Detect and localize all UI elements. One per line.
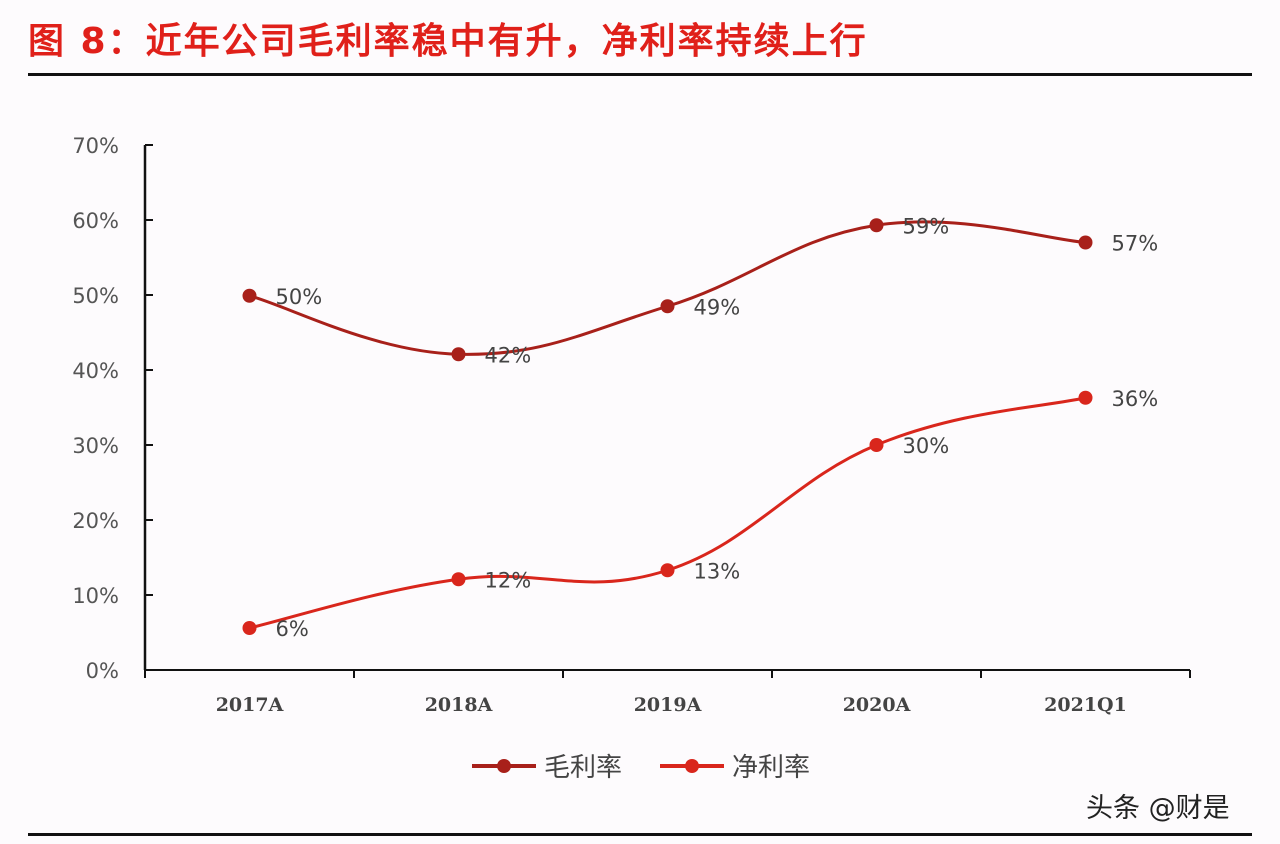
watermark: 头条 @财是 <box>1086 793 1230 824</box>
data-point <box>451 347 466 362</box>
data-point <box>242 621 257 635</box>
legend-marker <box>497 759 511 773</box>
data-label: 13% <box>694 559 741 583</box>
legend-label: 毛利率 <box>544 753 622 783</box>
x-tick-label: 2017A <box>216 694 284 716</box>
series-line-1 <box>249 396 1086 630</box>
legend-label: 净利率 <box>732 753 810 783</box>
data-label: 49% <box>694 295 741 319</box>
data-point <box>451 572 466 587</box>
y-tick-label: 70% <box>72 134 119 158</box>
y-tick-label: 10% <box>72 584 119 608</box>
data-point <box>660 563 675 578</box>
y-tick-label: 40% <box>72 359 119 383</box>
data-point <box>1078 390 1093 405</box>
data-point <box>242 288 257 303</box>
y-tick-label: 30% <box>72 434 119 458</box>
x-tick-label: 2020A <box>843 694 911 716</box>
data-point <box>660 299 675 314</box>
y-tick-label: 60% <box>72 209 119 233</box>
data-label: 42% <box>485 343 532 367</box>
bottom-rule <box>28 833 1252 836</box>
y-tick-label: 50% <box>72 284 119 308</box>
x-tick-label: 2018A <box>425 694 493 716</box>
data-point <box>869 438 884 452</box>
data-label: 59% <box>903 214 950 238</box>
data-label: 30% <box>903 434 950 458</box>
y-tick-label: 0% <box>86 659 119 683</box>
data-label: 6% <box>276 617 309 641</box>
top-rule <box>28 73 1252 76</box>
data-label: 57% <box>1112 232 1159 256</box>
data-point <box>869 218 884 233</box>
figure-title: 图 8：近年公司毛利率稳中有升，净利率持续上行 <box>28 21 868 62</box>
data-label: 12% <box>485 568 532 592</box>
legend-marker <box>685 759 699 773</box>
data-point <box>1078 235 1093 250</box>
x-tick-label: 2019A <box>634 694 702 716</box>
series-line-0 <box>249 220 1086 356</box>
data-label: 50% <box>276 285 323 309</box>
x-tick-label: 2021Q1 <box>1044 694 1127 716</box>
y-tick-label: 20% <box>72 509 119 533</box>
data-label: 36% <box>1112 387 1159 411</box>
